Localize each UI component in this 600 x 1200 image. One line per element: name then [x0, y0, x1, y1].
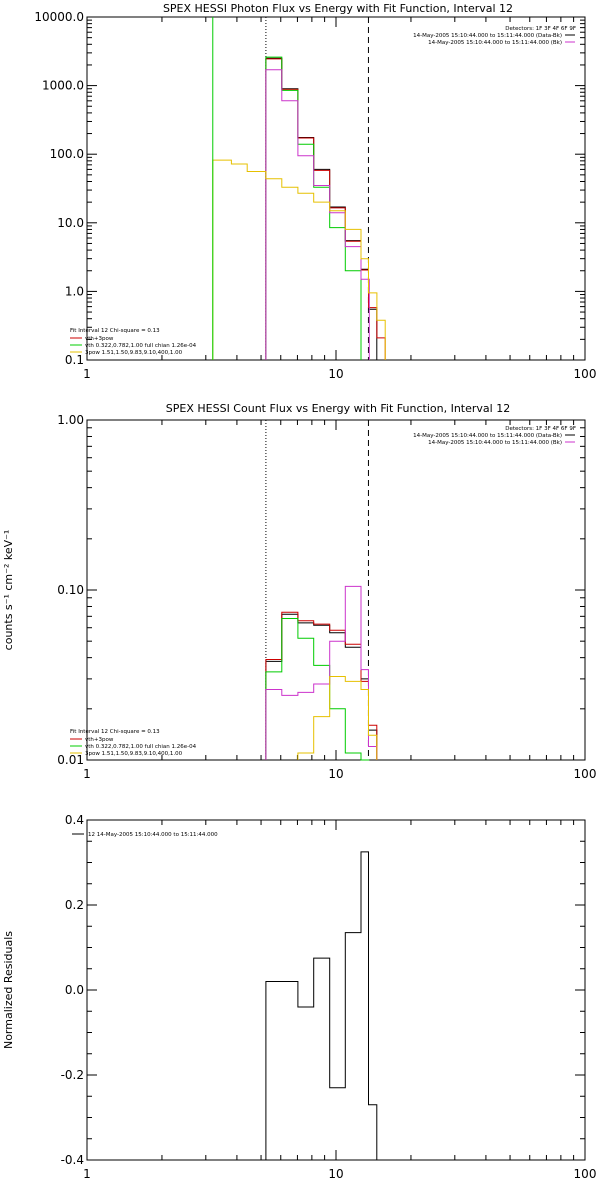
count-flux-panel: SPEX HESSI Count Flux vs Energy with Fit… [2, 402, 596, 781]
residuals-panel: Normalized Residuals 1 10 100 -0.4 -0.2 0.0 0.… [2, 813, 596, 1181]
series-line-0 [265, 57, 378, 360]
series-line-4 [297, 676, 378, 760]
legend-bottom-left: Fit Interval 12 Chi-square = 0.13 vth+3p… [70, 328, 197, 356]
y-tick-label: -0.4 [61, 1153, 84, 1167]
fit-entry-vth: vth 0.322,0.782,1.00 full chian 1.26e-04 [85, 744, 197, 750]
series-line-3 [265, 69, 370, 360]
x-tick-label: 1 [83, 1167, 91, 1181]
y-tick-label: 10.0 [57, 216, 84, 230]
fit-entry-vth: vth 0.322,0.782,1.00 full chian 1.26e-04 [85, 343, 197, 349]
legend-top-right: Detectors: 1F 3F 4F 6F 9F 14-May-2005 15… [413, 426, 576, 446]
series-line-4 [212, 159, 386, 360]
y-tick-label: 100.0 [50, 147, 84, 161]
axis-ticks: 1 10 100 0.1 1.0 10.0 100.0 1000.0 10000.0 [34, 10, 596, 381]
x-tick-label: 1 [83, 367, 91, 381]
fit-entry-total: vth+3pow [85, 336, 114, 342]
series-line-1 [265, 58, 386, 360]
y-tick-label: 1.0 [65, 284, 84, 298]
y-tick-label: 10000.0 [34, 10, 84, 24]
x-tick-label: 1 [83, 767, 91, 781]
photon-flux-panel: SPEX HESSI Photon Flux vs Energy with Fi… [34, 2, 596, 381]
series-line-3 [265, 585, 378, 760]
x-tick-label: 100 [574, 1167, 597, 1181]
axis-ticks: 1 10 100 -0.4 -0.2 0.0 0.2 0.4 [61, 813, 597, 1181]
y-tick-label: 0.10 [57, 583, 84, 597]
series-group [265, 851, 378, 1160]
y-tick-label: 1000.0 [42, 79, 84, 93]
y-tick-label: 0.4 [65, 813, 84, 827]
x-tick-label: 10 [328, 367, 343, 381]
fit-entry-3pow: 3pow 1.51,1.50,9.83,9.10,400,1.00 [85, 350, 183, 356]
legend-bottom-left: Fit Interval 12 Chi-square = 0.13 vth+3p… [70, 729, 197, 757]
y-tick-label: 0.2 [65, 898, 84, 912]
fit-header: Fit Interval 12 Chi-square = 0.13 [70, 328, 160, 334]
series-group [265, 585, 378, 761]
plot-frame [86, 819, 586, 1161]
y-axis-label: counts s⁻¹ cm⁻² keV⁻¹ [2, 530, 15, 651]
series-line-1 [265, 611, 378, 760]
x-tick-label: 10 [328, 1167, 343, 1181]
y-tick-label: 1.00 [57, 413, 84, 427]
legend-top-left: 12 14-May-2005 15:10:44.000 to 15:11:44.… [72, 832, 218, 838]
fit-entry-total: vth+3pow [85, 737, 114, 743]
legend-header: Detectors: 1F 3F 4F 6F 9F [505, 426, 576, 432]
series-group [212, 17, 386, 360]
plot-frame [86, 16, 586, 361]
series-line-0 [265, 613, 378, 760]
series-line-0 [265, 851, 378, 1160]
residual-legend-entry: 12 14-May-2005 15:10:44.000 to 15:11:44.… [88, 832, 218, 838]
legend-entry-data: 14-May-2005 15:10:44.000 to 15:11:44.000… [413, 433, 562, 439]
y-axis-label: Normalized Residuals [2, 931, 15, 1049]
chart-title: SPEX HESSI Count Flux vs Energy with Fit… [166, 402, 510, 415]
y-tick-label: 0.0 [65, 983, 84, 997]
reference-lines [265, 17, 369, 360]
series-line-2 [265, 618, 370, 761]
x-tick-label: 100 [574, 367, 597, 381]
x-tick-label: 10 [328, 767, 343, 781]
fit-header: Fit Interval 12 Chi-square = 0.13 [70, 729, 160, 735]
axis-ticks: 1 10 100 0.01 0.10 1.00 [57, 413, 596, 781]
fit-entry-3pow: 3pow 1.51,1.50,9.83,9.10,400,1.00 [85, 751, 183, 757]
y-tick-label: 0.01 [57, 753, 84, 767]
chart-title: SPEX HESSI Photon Flux vs Energy with Fi… [163, 2, 513, 15]
legend-top-right: Detectors: 1F 3F 4F 6F 9F 14-May-2005 15… [413, 26, 576, 46]
legend-entry-bk: 14-May-2005 15:10:44.000 to 15:11:44.000… [428, 40, 562, 46]
reference-lines [265, 420, 369, 760]
legend-entry-bk: 14-May-2005 15:10:44.000 to 15:11:44.000… [428, 440, 562, 446]
legend-header: Detectors: 1F 3F 4F 6F 9F [505, 26, 576, 32]
series-line-2 [265, 56, 362, 360]
legend-entry-data: 14-May-2005 15:10:44.000 to 15:11:44.000… [413, 33, 562, 39]
y-tick-label: -0.2 [61, 1068, 84, 1082]
x-tick-label: 100 [574, 767, 597, 781]
y-tick-label: 0.1 [65, 353, 84, 367]
